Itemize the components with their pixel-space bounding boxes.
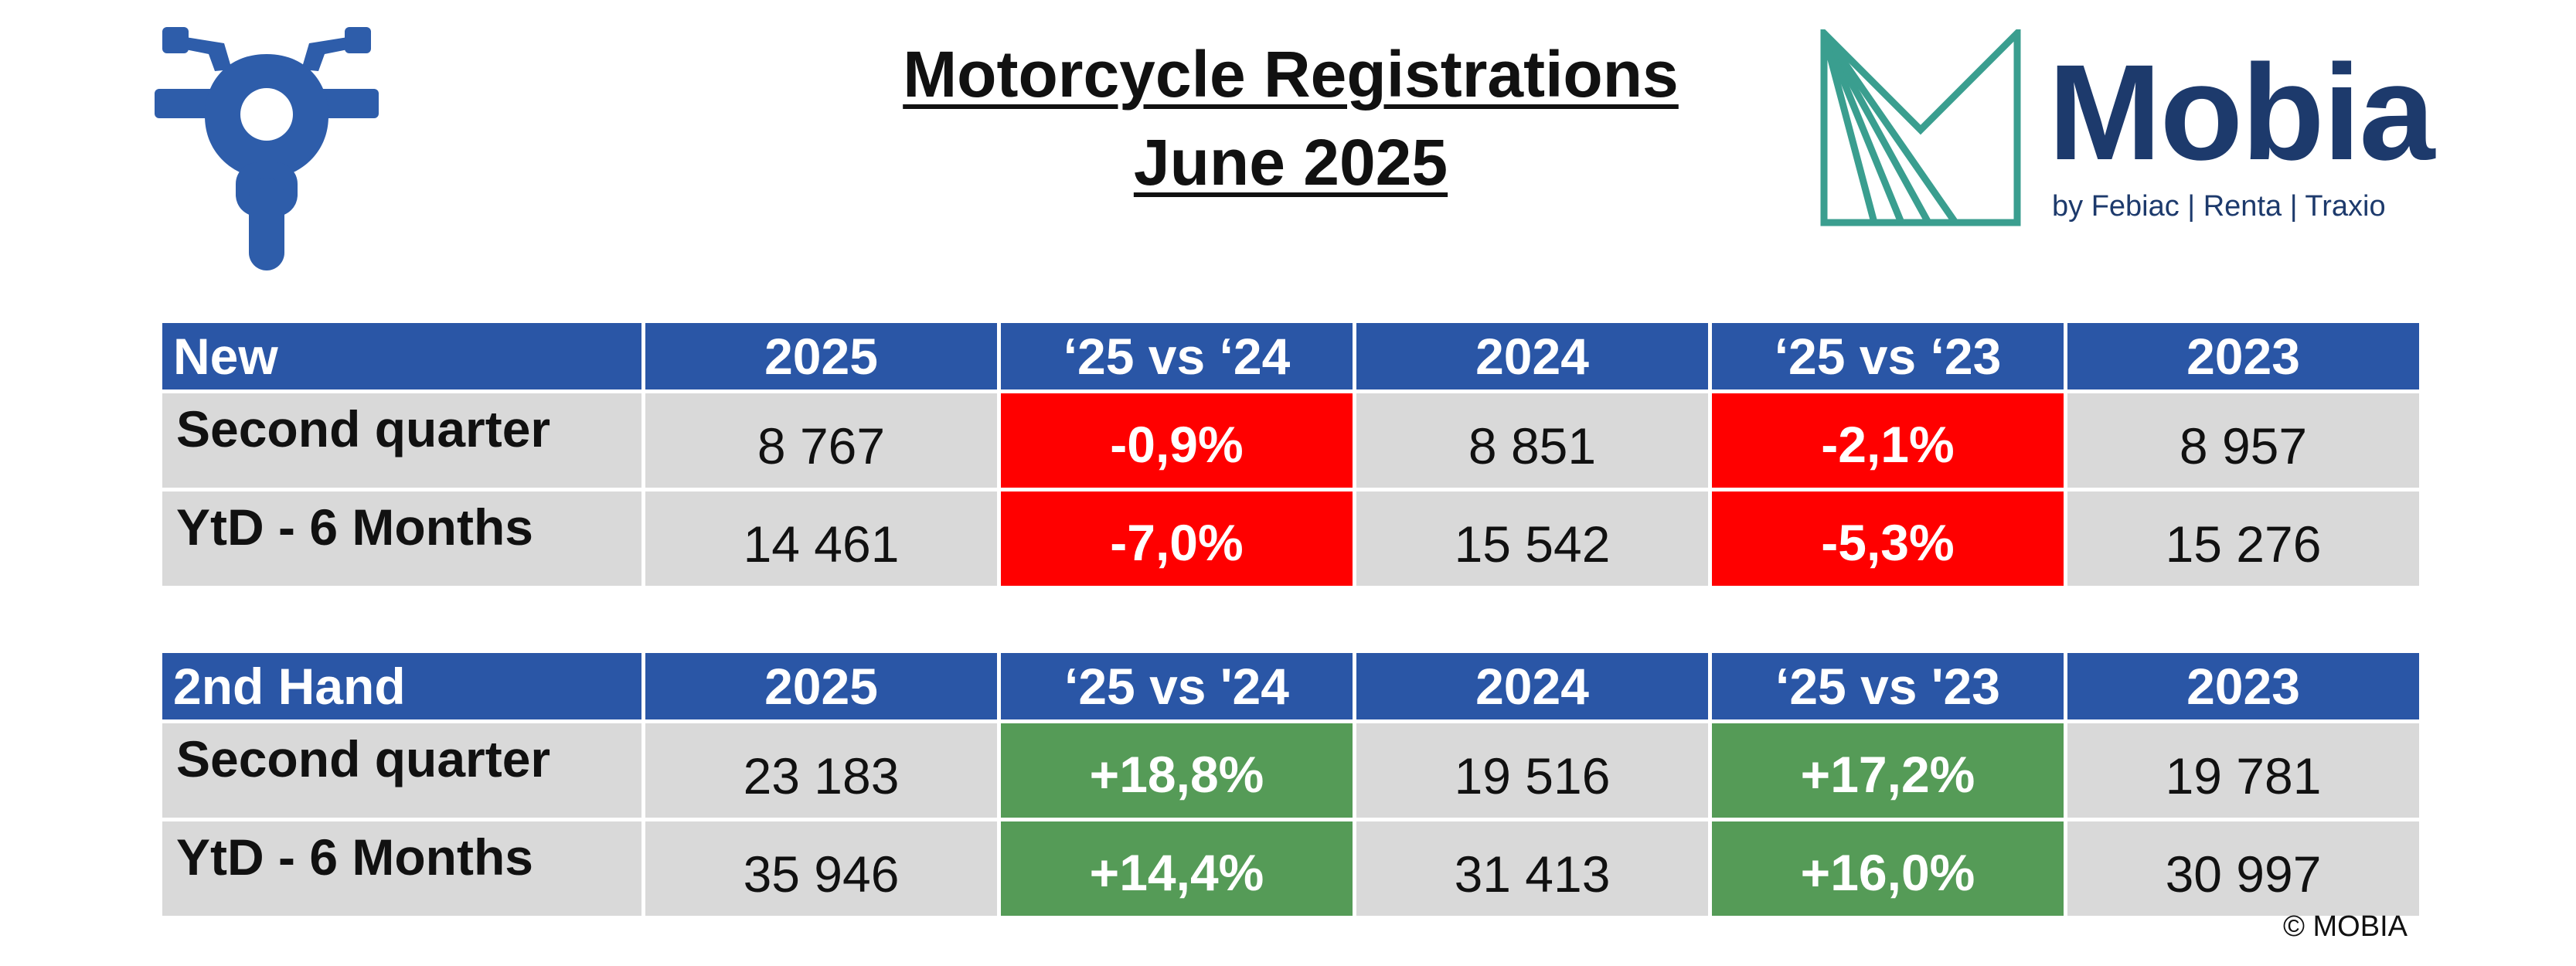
value-2024: 15 542: [1356, 492, 1708, 586]
value-2024: 8 851: [1356, 393, 1708, 488]
header-25-vs-24: ‘25 vs '24: [1001, 653, 1353, 719]
value-2025: 8 767: [645, 393, 997, 488]
header-25-vs-23: ‘25 vs '23: [1712, 653, 2064, 719]
row-label: Second quarter: [162, 393, 641, 488]
change-vs-2024: -7,0%: [1001, 492, 1353, 586]
page-title: Motorcycle Registrations: [903, 38, 1679, 111]
header-2025: 2025: [645, 653, 997, 719]
header-2023: 2023: [2067, 653, 2419, 719]
table-row: Second quarter 8 767 -0,9% 8 851 -2,1% 8…: [162, 393, 2419, 488]
value-2025: 14 461: [645, 492, 997, 586]
header-category: 2nd Hand: [162, 653, 641, 719]
value-2023: 8 957: [2067, 393, 2419, 488]
change-vs-2024: -0,9%: [1001, 393, 1353, 488]
change-vs-2024: +14,4%: [1001, 821, 1353, 916]
new-registrations-table: New 2025 ‘25 vs ‘24 2024 ‘25 vs ‘23 2023…: [158, 319, 2423, 590]
header-25-vs-24: ‘25 vs ‘24: [1001, 323, 1353, 389]
change-vs-2023: +16,0%: [1712, 821, 2064, 916]
value-2024: 19 516: [1356, 723, 1708, 818]
change-vs-2023: -2,1%: [1712, 393, 2064, 488]
page-subtitle: June 2025: [1133, 126, 1448, 199]
table-header-row: New 2025 ‘25 vs ‘24 2024 ‘25 vs ‘23 2023: [162, 323, 2419, 389]
header-2024: 2024: [1356, 653, 1708, 719]
header-2023: 2023: [2067, 323, 2419, 389]
row-label: YtD - 6 Months: [162, 492, 641, 586]
motorcycle-icon: [155, 27, 379, 270]
brand-subtitle: by Febiac | Renta | Traxio: [2052, 190, 2386, 223]
second-hand-registrations-table: 2nd Hand 2025 ‘25 vs '24 2024 ‘25 vs '23…: [158, 649, 2423, 920]
change-vs-2023: +17,2%: [1712, 723, 2064, 818]
table-row: Second quarter 23 183 +18,8% 19 516 +17,…: [162, 723, 2419, 818]
header-25-vs-23: ‘25 vs ‘23: [1712, 323, 2064, 389]
change-vs-2024: +18,8%: [1001, 723, 1353, 818]
row-label: Second quarter: [162, 723, 641, 818]
change-vs-2023: -5,3%: [1712, 492, 2064, 586]
header-category: New: [162, 323, 641, 389]
table-row: YtD - 6 Months 35 946 +14,4% 31 413 +16,…: [162, 821, 2419, 916]
value-2025: 23 183: [645, 723, 997, 818]
value-2023: 19 781: [2067, 723, 2419, 818]
value-2023: 30 997: [2067, 821, 2419, 916]
table-header-row: 2nd Hand 2025 ‘25 vs '24 2024 ‘25 vs '23…: [162, 653, 2419, 719]
value-2025: 35 946: [645, 821, 997, 916]
table-row: YtD - 6 Months 14 461 -7,0% 15 542 -5,3%…: [162, 492, 2419, 586]
row-label: YtD - 6 Months: [162, 821, 641, 916]
value-2023: 15 276: [2067, 492, 2419, 586]
value-2024: 31 413: [1356, 821, 1708, 916]
copyright-notice: © MOBIA: [2282, 910, 2408, 943]
header-2024: 2024: [1356, 323, 1708, 389]
mobia-m-logo-icon: [1820, 29, 2021, 226]
header-2025: 2025: [645, 323, 997, 389]
brand-name: Mobia: [2048, 37, 2435, 189]
